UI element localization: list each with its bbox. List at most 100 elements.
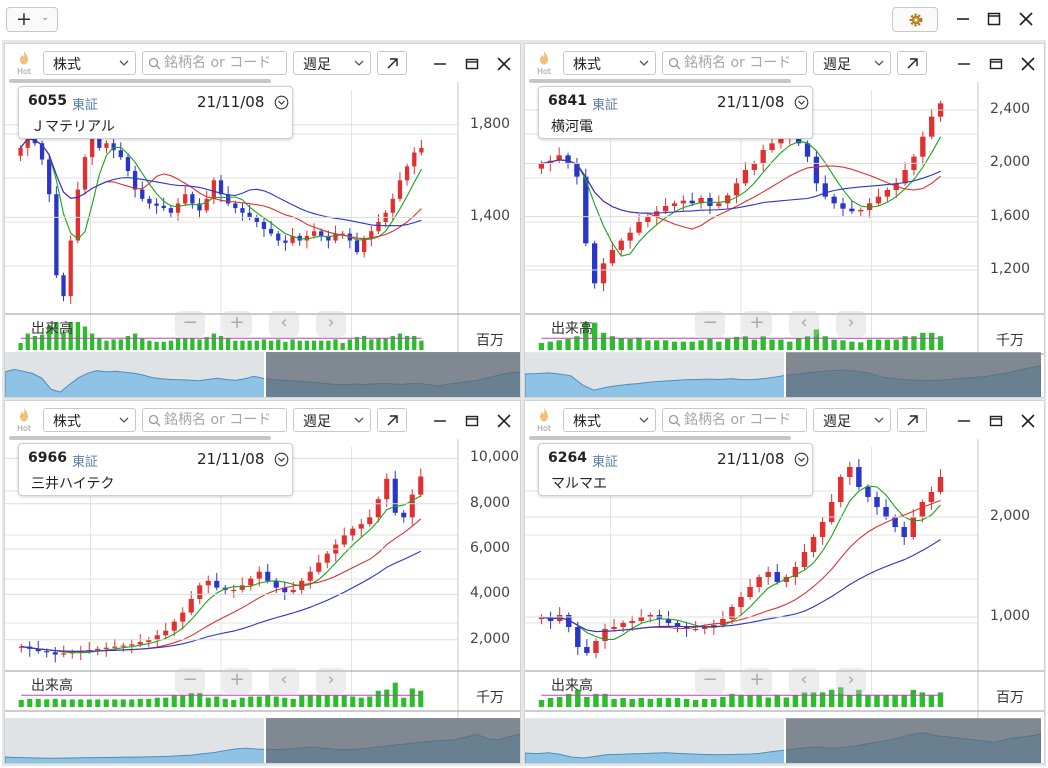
hot-button[interactable]: Hot (11, 50, 37, 78)
volume-bar (866, 339, 873, 350)
zoom-out-button[interactable]: − (175, 668, 205, 694)
panel-close-icon[interactable] (1018, 54, 1038, 74)
scroll-right-button[interactable]: › (316, 668, 346, 694)
candle (716, 203, 722, 206)
overview-navigator[interactable] (5, 717, 521, 764)
collapse-toggle-icon[interactable] (794, 95, 809, 110)
panel-minimize-icon[interactable] (954, 54, 974, 74)
scroll-left-button[interactable]: ‹ (269, 311, 299, 337)
panel-scrollbar[interactable] (529, 436, 791, 440)
security-type-select[interactable]: 株式 (563, 408, 656, 432)
chart-panel-6841[interactable]: Hot株式週足2,4002,0001,6001,200出来高千万−+‹›20/0… (524, 43, 1045, 398)
volume-bar (69, 699, 75, 707)
candle (645, 216, 651, 222)
scroll-right-button[interactable]: › (836, 668, 866, 694)
volume-bar (248, 696, 254, 707)
price-chart[interactable] (5, 82, 521, 398)
zoom-in-button[interactable]: + (742, 311, 772, 337)
y-tick-label: 2,000 (990, 508, 1031, 524)
price-chart[interactable] (525, 82, 1045, 398)
panel-maximize-icon[interactable] (462, 54, 482, 74)
panel-minimize-icon[interactable] (430, 54, 450, 74)
settings-button[interactable] (892, 7, 938, 32)
candle (629, 621, 635, 623)
period-select[interactable]: 週足 (813, 51, 891, 75)
hot-button[interactable]: Hot (531, 50, 557, 78)
y-tick-label: 1,000 (990, 608, 1031, 624)
panel-minimize-icon[interactable] (954, 411, 974, 431)
period-select[interactable]: 週足 (813, 408, 891, 432)
panel-maximize-icon[interactable] (462, 411, 482, 431)
zoom-out-button[interactable]: − (695, 311, 725, 337)
panel-close-icon[interactable] (494, 411, 514, 431)
zoom-in-button[interactable]: + (222, 668, 252, 694)
symbol-search-input[interactable] (684, 53, 802, 73)
zoom-out-button[interactable]: − (695, 668, 725, 694)
scroll-right-button[interactable]: › (316, 311, 346, 337)
symbol-search[interactable] (142, 51, 287, 75)
panel-scrollbar[interactable] (9, 436, 271, 440)
open-external-button[interactable] (897, 408, 927, 432)
candle (742, 170, 749, 184)
period-select[interactable]: 週足 (293, 408, 371, 432)
scroll-right-button[interactable]: › (836, 311, 866, 337)
hot-button[interactable]: Hot (531, 407, 557, 435)
overview-window[interactable] (264, 352, 521, 398)
price-chart[interactable] (5, 439, 521, 764)
symbol-search-input[interactable] (164, 53, 282, 73)
candle (54, 194, 59, 276)
symbol-search[interactable] (142, 408, 287, 432)
candle (692, 629, 699, 631)
overview-navigator[interactable] (525, 351, 1041, 398)
security-type-select[interactable]: 株式 (563, 51, 656, 75)
panel-close-icon[interactable] (1018, 411, 1038, 431)
volume-bar (865, 694, 871, 707)
minimize-icon[interactable] (952, 8, 974, 30)
add-panel-button[interactable]: + ⌄ (6, 7, 58, 32)
candle (662, 206, 669, 212)
collapse-toggle-icon[interactable] (794, 452, 809, 467)
overview-navigator[interactable] (5, 351, 521, 398)
candle (566, 615, 572, 627)
chart-panel-6264[interactable]: Hot株式週足2,0001,000出来高百万−+‹›20/01/0620/10/… (524, 400, 1045, 764)
panel-scrollbar[interactable] (529, 79, 791, 83)
zoom-out-button[interactable]: − (175, 311, 205, 337)
symbol-search-input[interactable] (164, 410, 282, 430)
volume-label: 出来高 (551, 321, 593, 337)
zoom-in-button[interactable]: + (742, 668, 772, 694)
panel-maximize-icon[interactable] (986, 411, 1006, 431)
candle (831, 196, 837, 204)
hot-button[interactable]: Hot (11, 407, 37, 435)
panel-minimize-icon[interactable] (430, 411, 450, 431)
market-label: 東証 (72, 455, 99, 470)
panel-maximize-icon[interactable] (986, 54, 1006, 74)
open-external-button[interactable] (897, 51, 927, 75)
period-select[interactable]: 週足 (293, 51, 371, 75)
collapse-toggle-icon[interactable] (274, 452, 289, 467)
chart-panel-6055[interactable]: Hot株式週足1,8001,400出来高百万−+‹›20/01/0620/10/… (4, 43, 521, 398)
symbol-search[interactable] (662, 408, 807, 432)
overview-navigator[interactable] (525, 717, 1041, 764)
symbol-search[interactable] (662, 51, 807, 75)
collapse-toggle-icon[interactable] (274, 95, 289, 110)
price-chart[interactable] (525, 439, 1045, 764)
security-type-select[interactable]: 株式 (43, 51, 136, 75)
scroll-left-button[interactable]: ‹ (789, 668, 819, 694)
volume-bar (556, 340, 562, 350)
overview-window[interactable] (784, 352, 1041, 398)
overview-window[interactable] (784, 718, 1041, 764)
close-icon[interactable] (1015, 8, 1037, 30)
volume-bar (804, 336, 811, 350)
symbol-search-input[interactable] (684, 410, 802, 430)
security-type-select[interactable]: 株式 (43, 408, 136, 432)
scroll-left-button[interactable]: ‹ (269, 668, 299, 694)
overview-window[interactable] (264, 718, 521, 764)
panel-scrollbar[interactable] (9, 79, 271, 83)
open-external-button[interactable] (377, 51, 407, 75)
scroll-left-button[interactable]: ‹ (789, 311, 819, 337)
zoom-in-button[interactable]: + (222, 311, 252, 337)
maximize-icon[interactable] (983, 8, 1005, 30)
open-external-button[interactable] (377, 408, 407, 432)
panel-close-icon[interactable] (494, 54, 514, 74)
